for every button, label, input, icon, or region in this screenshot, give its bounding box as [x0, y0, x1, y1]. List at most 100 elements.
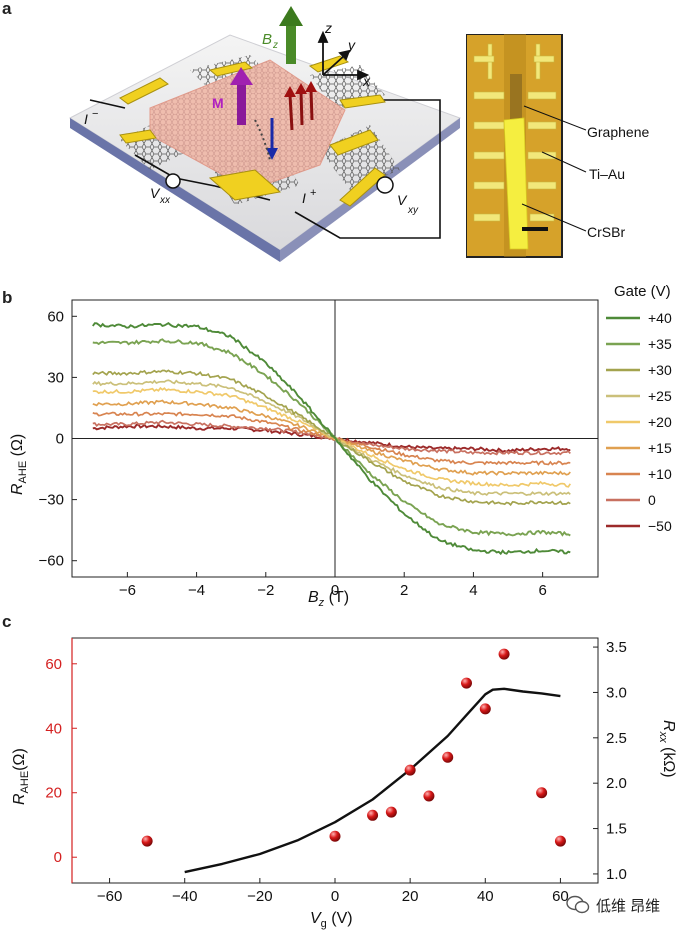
svg-text:xx: xx — [159, 195, 171, 206]
chart-c-rahe-point — [385, 806, 397, 818]
chart-c-xtick-label: −40 — [172, 888, 197, 905]
svg-text:x: x — [362, 73, 371, 89]
chart-b-legend-label: +30 — [648, 362, 672, 378]
watermark: 低维 昂维 — [566, 888, 684, 922]
xyz-axes-icon — [317, 30, 370, 81]
chart-c-xtick-label: 20 — [402, 888, 419, 905]
chart-c-ytick-right-label: 3.5 — [606, 639, 627, 656]
m-label: M — [212, 95, 224, 111]
micrograph-label-graphene: Graphene — [587, 124, 649, 140]
spin-up-arrows-icon — [284, 81, 317, 131]
chart-b-ylabel: RAHE (Ω) — [9, 434, 29, 495]
i-plus-label: I — [302, 190, 306, 206]
chart-c-rahe-point — [479, 703, 491, 715]
chart-b-legend-title: Gate (V) — [614, 283, 671, 300]
chart-c: −60 −40 −20 0 20 40 60 0 20 40 60 1.0 1.5 2.0 2.5 3.0 3.… — [11, 637, 677, 930]
chart-b-legend-label: +20 — [648, 414, 672, 430]
i-minus-label: I — [84, 111, 88, 127]
scale-bar — [522, 227, 548, 231]
spin-down-arrow-icon — [266, 118, 278, 160]
chart-c-ytick-right-label: 1.5 — [606, 821, 627, 838]
chart-c-ytick-right-label: 2.5 — [606, 730, 627, 747]
chart-b-legend-label: −50 — [648, 518, 672, 534]
chart-c-rahe-point — [536, 787, 548, 799]
chart-c-rahe-point — [461, 677, 472, 689]
chart-b-xtick-label: 0 — [331, 582, 339, 599]
chart-c-rahe-point — [442, 751, 454, 763]
chart-b-legend-label: +25 — [648, 388, 672, 404]
vxx-meter — [165, 173, 181, 189]
chart-c-ytick-right-label: 1.0 — [606, 866, 627, 883]
chart-b-series-line — [92, 419, 571, 456]
crsbr-flake — [503, 117, 529, 250]
chart-c-ytick-left-label: 40 — [45, 720, 62, 737]
device-schematic: B z z y x M I − I + V xx V xy — [68, 6, 462, 262]
wire — [294, 99, 441, 239]
chart-c-frame — [71, 637, 599, 884]
chart-c-ytick-left-label: 20 — [45, 785, 62, 802]
svg-text:z: z — [272, 40, 278, 51]
chart-c-rahe-point — [367, 809, 379, 821]
chart-c-xtick-label: 60 — [552, 888, 569, 905]
magnetization-arrow-icon — [230, 67, 253, 125]
chart-b-series-line — [92, 399, 571, 476]
watermark-text: 低维 昂维 — [596, 897, 661, 915]
optical-micrograph: Graphene Ti–Au CrSBr — [466, 34, 649, 258]
chart-c-rahe-point — [329, 830, 341, 842]
ti-au-fingers — [473, 43, 557, 222]
svg-text:−: − — [92, 108, 98, 120]
chart-b-xlabel: Bz (T) — [308, 589, 349, 609]
chart-c-xtick-label: 40 — [477, 888, 494, 905]
chart-b-xtick-label: −6 — [119, 582, 136, 599]
svg-text:y: y — [347, 37, 356, 53]
substrate-edge-right — [280, 118, 460, 262]
chart-b-xtick-label: −2 — [257, 582, 274, 599]
vxy-meter — [376, 176, 394, 194]
chart-c-ylabel-right: Rxx (kΩ) — [657, 720, 677, 778]
micrograph-label-crsbr: CrSBr — [587, 224, 625, 240]
svg-text:z: z — [324, 20, 332, 36]
svg-text:+: + — [310, 187, 316, 199]
svg-text:xy: xy — [407, 205, 419, 216]
chart-c-xtick-label: 0 — [331, 888, 339, 905]
chart-b-legend-label: +10 — [648, 466, 672, 482]
ti-au-electrodes — [119, 55, 386, 207]
chart-b-ytick-label: 60 — [47, 308, 64, 325]
chart-c-ytick-right-label: 2.0 — [606, 775, 627, 792]
chart-c-xtick-label: −20 — [247, 888, 272, 905]
chart-b-legend-label: +40 — [648, 310, 672, 326]
chart-c-xlabel: Vg (V) — [310, 910, 353, 930]
panel-label-c: c — [2, 612, 12, 631]
chart-b-xtick-label: 4 — [469, 582, 477, 599]
chart-c-ytick-left-label: 60 — [45, 656, 62, 673]
chart-b-legend-label: +35 — [648, 336, 672, 352]
bz-arrow-icon — [279, 6, 303, 64]
chart-b-series-line — [92, 322, 571, 556]
chart-c-rahe-point — [423, 790, 435, 802]
chart-c-rahe-point — [141, 835, 153, 847]
chart-c-rxx-line — [184, 687, 561, 874]
chart-c-xtick-label: −60 — [97, 888, 122, 905]
chart-b: −6 −4 −2 0 2 4 6 −60 −30 0 30 60 +40 +35 +30 +25 +20 +15… — [9, 283, 672, 609]
chart-b-ytick-label: 30 — [47, 369, 64, 386]
panel-label-a: a — [2, 0, 12, 18]
bz-label: B — [262, 31, 272, 48]
chart-c-ytick-right-label: 3.0 — [606, 684, 627, 701]
chart-c-ylabel-left: RAHE(Ω) — [11, 748, 31, 805]
chart-b-ytick-label: 0 — [56, 431, 64, 448]
vxx-label: V — [150, 185, 161, 201]
chart-b-legend-label: 0 — [648, 492, 656, 508]
chart-b-xtick-label: 6 — [538, 582, 546, 599]
wechat-icon — [566, 895, 590, 914]
panel-label-b: b — [2, 288, 13, 307]
chart-c-rahe-point — [554, 835, 566, 847]
chart-b-xtick-label: 2 — [400, 582, 408, 599]
vxy-label: V — [397, 192, 408, 208]
substrate-edge — [70, 118, 280, 262]
chart-b-legend-label: +15 — [648, 440, 672, 456]
chart-b-ytick-label: −60 — [39, 553, 64, 570]
micrograph-label-tiau: Ti–Au — [589, 166, 625, 182]
chart-c-rahe-point — [498, 648, 510, 660]
chart-b-ytick-label: −30 — [39, 492, 64, 509]
chart-c-rahe-point — [404, 764, 416, 776]
